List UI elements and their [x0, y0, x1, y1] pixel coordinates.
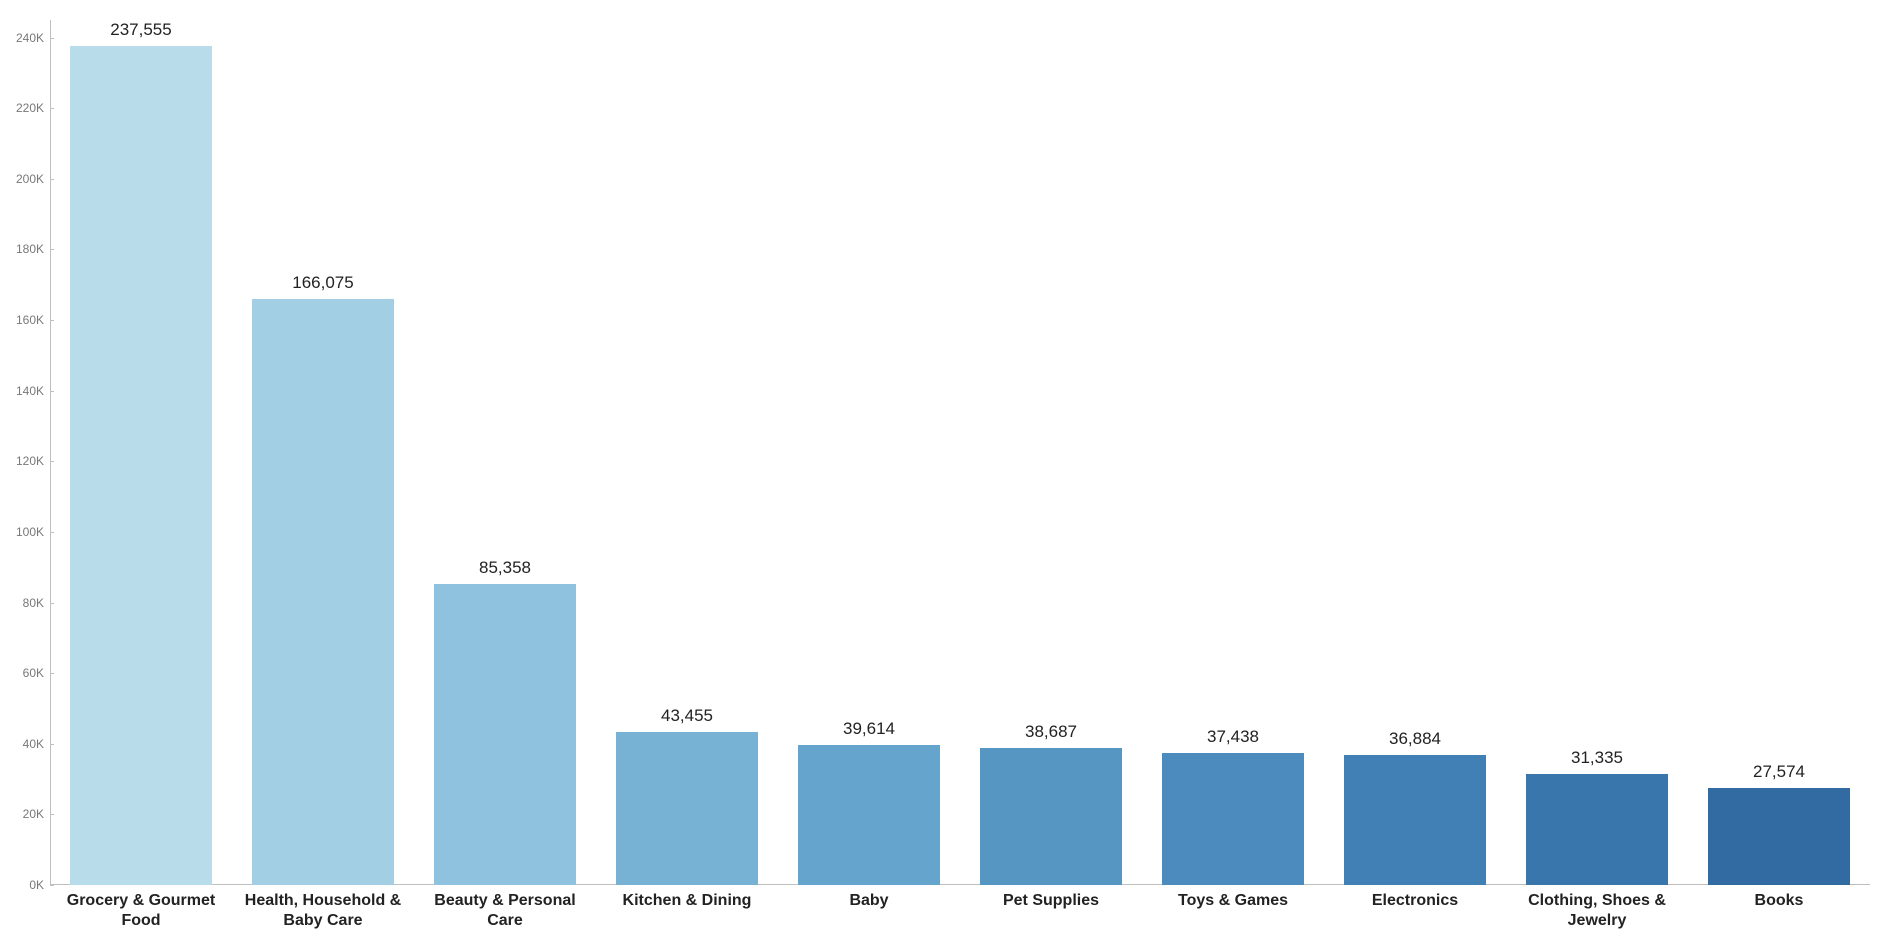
y-tick-label: 100K	[16, 525, 44, 539]
y-tick-mark	[50, 885, 54, 886]
bar: 166,075	[252, 299, 394, 885]
bar-value-label: 38,687	[1025, 722, 1077, 742]
y-tick-label: 20K	[23, 807, 44, 821]
bar-value-label: 31,335	[1571, 748, 1623, 768]
y-tick-label: 80K	[23, 596, 44, 610]
bar-value-label: 36,884	[1389, 729, 1441, 749]
y-tick-label: 0K	[29, 878, 44, 892]
bar-value-label: 43,455	[661, 706, 713, 726]
bar: 27,574	[1708, 788, 1850, 885]
bar-value-label: 37,438	[1207, 727, 1259, 747]
y-tick-label: 140K	[16, 384, 44, 398]
bar-slot: 38,687	[960, 20, 1142, 885]
x-axis-label: Beauty & Personal Care	[414, 891, 596, 931]
x-axis-label: Grocery & Gourmet Food	[50, 891, 232, 931]
x-axis-label: Kitchen & Dining	[596, 891, 778, 931]
bar: 38,687	[980, 748, 1122, 885]
x-axis-label: Pet Supplies	[960, 891, 1142, 931]
y-tick-label: 40K	[23, 737, 44, 751]
y-tick-label: 240K	[16, 31, 44, 45]
bar-chart: 0K 20K 40K 60K 80K 100K 120K 140K 160K 180K 200K 22…	[0, 0, 1890, 951]
y-tick-label: 160K	[16, 313, 44, 327]
bar: 36,884	[1344, 755, 1486, 885]
bar: 37,438	[1162, 753, 1304, 885]
bar: 237,555	[70, 46, 212, 885]
bar-slot: 85,358	[414, 20, 596, 885]
bar-slot: 237,555	[50, 20, 232, 885]
bar: 39,614	[798, 745, 940, 885]
bar-slot: 166,075	[232, 20, 414, 885]
bar-value-label: 85,358	[479, 558, 531, 578]
bar-slot: 31,335	[1506, 20, 1688, 885]
x-axis-labels: Grocery & Gourmet FoodHealth, Household …	[50, 891, 1870, 931]
y-tick-label: 120K	[16, 454, 44, 468]
x-axis-label: Baby	[778, 891, 960, 931]
y-tick-label: 60K	[23, 666, 44, 680]
bar-slot: 36,884	[1324, 20, 1506, 885]
plot-area: 0K20K40K60K80K100K120K140K160K180K200K22…	[50, 20, 1870, 885]
x-axis-label: Electronics	[1324, 891, 1506, 931]
bar: 31,335	[1526, 774, 1668, 885]
x-axis-label: Toys & Games	[1142, 891, 1324, 931]
bar: 43,455	[616, 732, 758, 885]
bar-slot: 37,438	[1142, 20, 1324, 885]
y-tick-label: 220K	[16, 101, 44, 115]
y-tick-label: 180K	[16, 242, 44, 256]
bar-slot: 39,614	[778, 20, 960, 885]
bar-slot: 43,455	[596, 20, 778, 885]
bar-value-label: 237,555	[110, 20, 171, 40]
y-axis: 0K20K40K60K80K100K120K140K160K180K200K22…	[14, 20, 50, 885]
x-axis-label: Books	[1688, 891, 1870, 931]
y-tick-label: 200K	[16, 172, 44, 186]
bar-value-label: 166,075	[292, 273, 353, 293]
bar-slot: 27,574	[1688, 20, 1870, 885]
bar-value-label: 27,574	[1753, 762, 1805, 782]
x-axis-label: Health, Household & Baby Care	[232, 891, 414, 931]
bar-value-label: 39,614	[843, 719, 895, 739]
bars-area: 237,555 166,075 85,358 43,455 39,614 38,687 37…	[50, 20, 1870, 885]
x-axis-label: Clothing, Shoes & Jewelry	[1506, 891, 1688, 931]
bar: 85,358	[434, 584, 576, 885]
